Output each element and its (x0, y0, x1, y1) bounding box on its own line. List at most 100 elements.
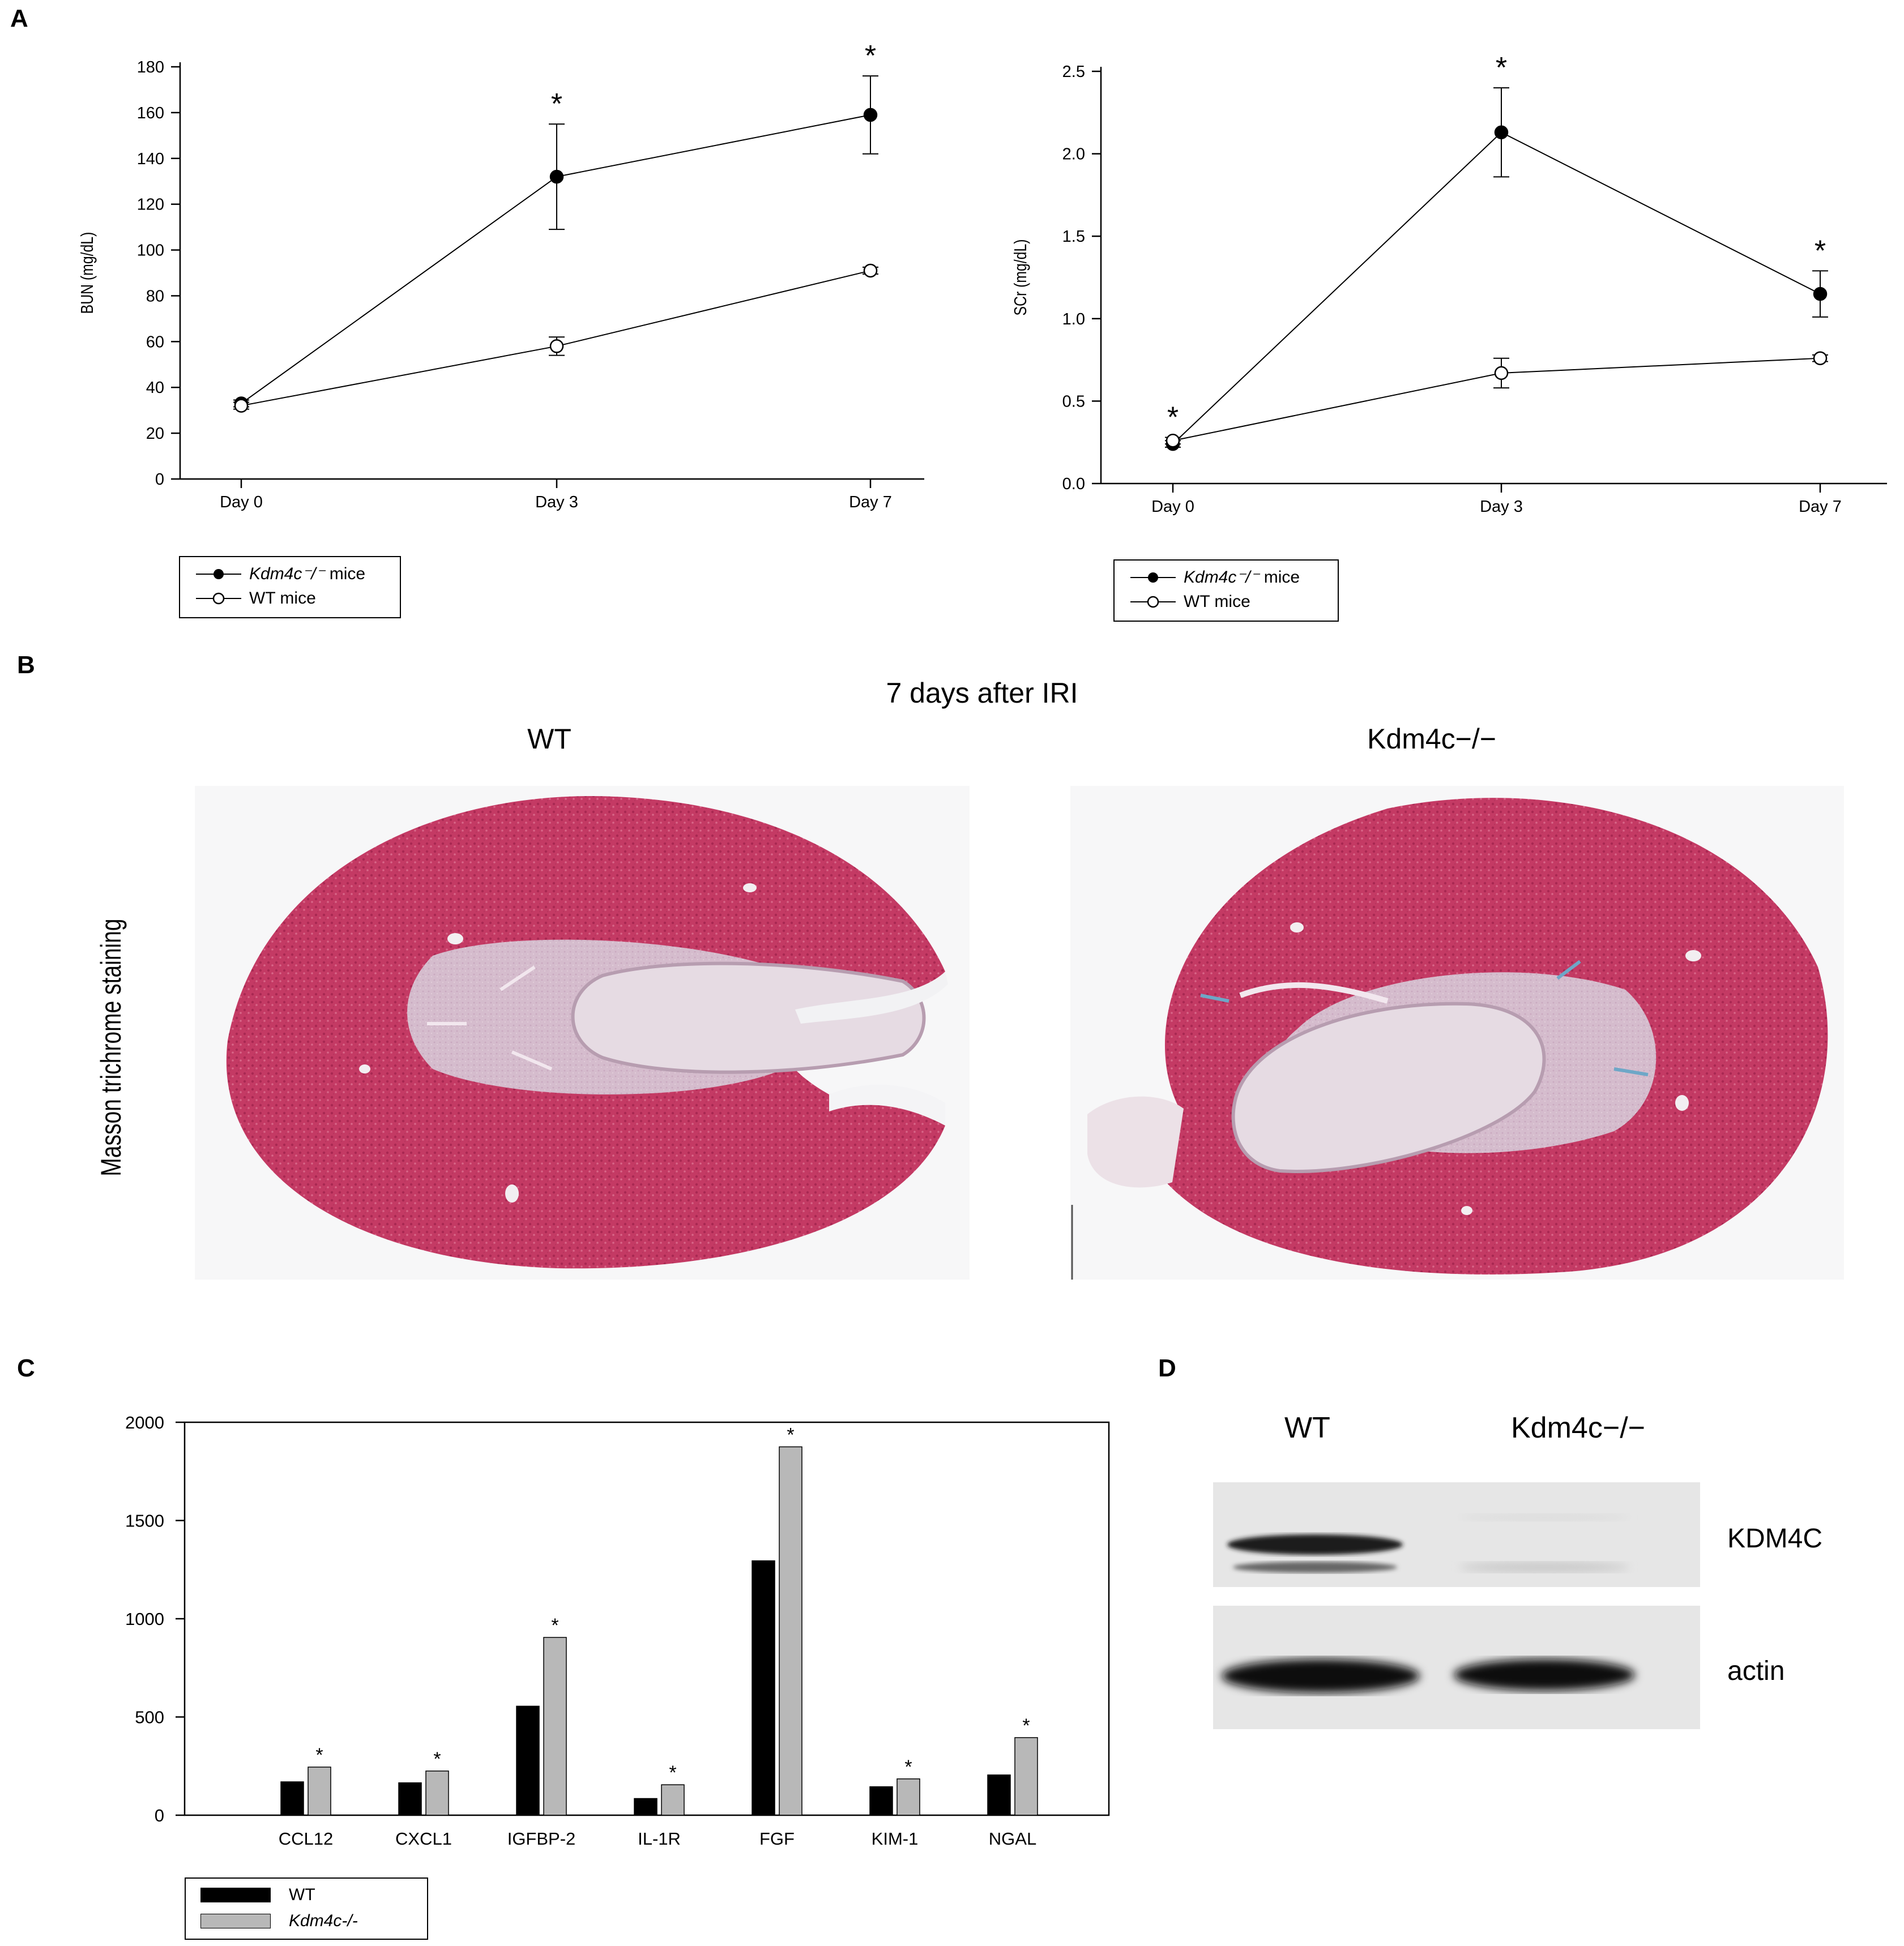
significance-star: * (433, 1748, 441, 1770)
significance-star: * (1167, 401, 1179, 434)
histology-row-label: Masson trichrome staining (95, 918, 127, 1177)
wt-data-point (234, 399, 249, 413)
scr-legend: Kdm4c⁻/⁻ mice WT mice (1113, 559, 1339, 622)
bun-legend-ko-rest: mice (325, 564, 366, 583)
y-tick-label: 1000 (125, 1609, 164, 1629)
y-tick-label: 0.0 (1062, 475, 1085, 493)
bar-legend-ko: Kdm4c-/- (200, 1911, 358, 1931)
x-tick-label: FGF (759, 1829, 795, 1846)
y-tick-label: 2.5 (1062, 63, 1085, 81)
x-tick-label: CCL12 (279, 1829, 334, 1846)
filled-circle-marker-icon (1130, 572, 1176, 583)
y-tick-label: 0.5 (1062, 392, 1085, 410)
y-tick-label: 2.0 (1062, 146, 1085, 164)
histology-label-wt: WT (527, 723, 571, 755)
ko-bar (425, 1770, 449, 1816)
scr-legend-ko-rest: mice (1259, 568, 1300, 587)
y-tick-label: 140 (137, 150, 164, 168)
gray-swatch-icon (200, 1914, 271, 1928)
significance-star: * (1496, 52, 1507, 84)
x-tick-label: IL-1R (638, 1829, 681, 1846)
wt-data-point (1494, 366, 1509, 380)
histology-label-ko: Kdm4c−/− (1367, 723, 1496, 755)
x-tick-label: IGFBP-2 (507, 1829, 576, 1846)
histology-title: 7 days after IRI (886, 677, 1078, 709)
blot-label-wt: WT (1284, 1412, 1330, 1444)
y-axis-label: BUN (mg/dL) (77, 232, 96, 314)
x-tick-label: Day 0 (1151, 498, 1194, 516)
ko-kidney-section-image (1070, 786, 1844, 1280)
y-axis-label: SCr (mg/dL) (1010, 239, 1030, 315)
series-line (1172, 131, 1821, 444)
wt-bar (516, 1705, 540, 1816)
x-tick-label: Day 7 (1799, 498, 1842, 516)
ko-bar (543, 1637, 567, 1816)
bun-legend: Kdm4c⁻/⁻ mice WT mice (179, 556, 401, 618)
x-tick-label: Day 3 (535, 493, 578, 511)
series-line (241, 270, 871, 407)
scr-line-chart: 0.0 0.5 1.0 1.5 2.0 2.5 Day 0 Day 3 Day 7 SCr (mg… (1010, 52, 1887, 516)
panel-letter-c: C (17, 1354, 35, 1382)
scr-legend-ko: Kdm4c⁻/⁻ mice (1130, 567, 1300, 587)
significance-star: * (865, 40, 876, 72)
significance-star: * (1815, 234, 1826, 267)
wt-bar (987, 1774, 1011, 1816)
y-tick-label: 1.0 (1062, 310, 1085, 328)
ko-data-point (1494, 125, 1509, 139)
open-circle-marker-icon (196, 592, 241, 605)
y-tick-label: 1500 (125, 1511, 164, 1531)
y-tick-label: 0 (155, 1806, 164, 1825)
wt-kidney-section-image (195, 786, 970, 1280)
y-tick-label: 2000 (125, 1413, 164, 1432)
significance-star: * (787, 1424, 794, 1445)
y-tick-label: 160 (137, 104, 164, 122)
panel-letter-d: D (1158, 1354, 1176, 1382)
significance-star: * (551, 1615, 558, 1636)
y-tick-label: 40 (146, 379, 164, 397)
x-tick-label: CXCL1 (395, 1829, 452, 1846)
blot-band-actin: actin (1727, 1656, 1785, 1686)
x-tick-label: KIM-1 (872, 1829, 919, 1846)
wt-data-point (549, 339, 564, 353)
open-circle-marker-icon (1130, 596, 1176, 608)
scr-legend-ko-gene: Kdm4c⁻/⁻ (1184, 568, 1260, 587)
blot-band-kdm4c: KDM4C (1727, 1524, 1823, 1554)
wt-bar (869, 1786, 893, 1816)
y-tick-label: 80 (146, 287, 164, 305)
plot-frame (183, 1421, 1110, 1816)
bar-legend: WT Kdm4c-/- (185, 1877, 428, 1940)
wt-data-point (863, 263, 878, 278)
bun-legend-ko: Kdm4c⁻/⁻ mice (196, 564, 365, 584)
x-tick-label: Day 0 (220, 493, 263, 511)
scr-legend-wt-label: WT mice (1184, 592, 1250, 611)
ko-bar (308, 1767, 331, 1816)
bar-legend-wt-label: WT (289, 1885, 315, 1904)
ko-data-point (1813, 286, 1828, 301)
y-tick-label: 120 (137, 196, 164, 214)
panel-letter-b: B (17, 651, 35, 679)
ko-bar (661, 1784, 685, 1816)
ko-data-point (863, 108, 878, 122)
x-tick-label: Day 7 (849, 493, 892, 511)
panel-letter-a: A (10, 5, 28, 32)
significance-star: * (551, 88, 562, 121)
filled-circle-marker-icon (196, 568, 241, 579)
significance-star: * (1022, 1715, 1030, 1737)
series-line (241, 114, 871, 404)
significance-star: * (315, 1744, 323, 1766)
x-tick-label: NGAL (989, 1829, 1036, 1846)
bar-legend-ko-label: Kdm4c-/- (289, 1911, 358, 1930)
y-tick-label: 500 (135, 1708, 164, 1727)
y-tick-label: 0 (155, 471, 164, 489)
scr-legend-wt: WT mice (1130, 592, 1250, 611)
bar-legend-wt: WT (200, 1885, 315, 1905)
bun-legend-wt-label: WT mice (249, 589, 316, 608)
y-tick-label: 100 (137, 242, 164, 260)
ko-bar (779, 1446, 802, 1816)
bun-legend-ko-gene: Kdm4c⁻/⁻ (249, 564, 325, 583)
x-tick-label: Day 3 (1480, 498, 1523, 516)
ko-bar (896, 1778, 920, 1816)
western-blot-image (1213, 1482, 1700, 1729)
y-tick-label: 20 (146, 425, 164, 443)
cytokine-bar-chart: 0 500 1000 1500 2000 * CCL12 * CXCL1 * IGFBP-2 * IL-… (125, 1413, 1110, 1846)
